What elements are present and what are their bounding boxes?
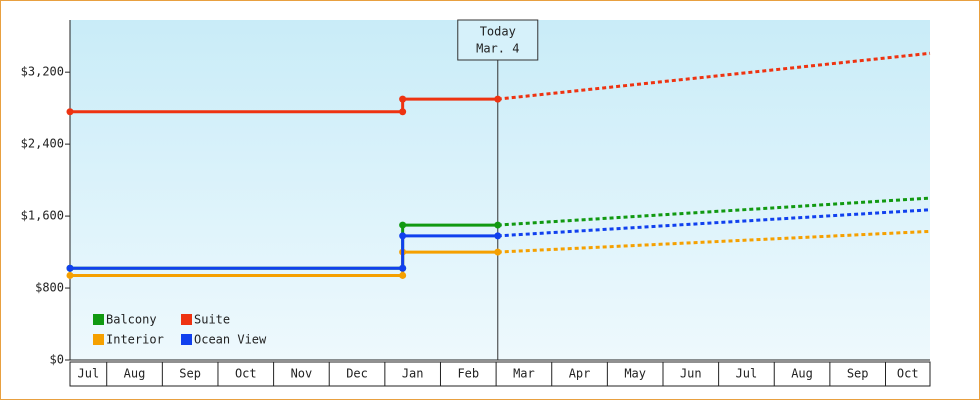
forecast-line [497, 51, 931, 101]
legend-swatch [181, 314, 192, 325]
data-point [66, 108, 74, 116]
data-point [399, 264, 407, 272]
data-point [66, 264, 74, 272]
x-tick-label: Sep [179, 367, 201, 381]
data-point [399, 95, 407, 103]
series-line [70, 234, 498, 270]
data-point [66, 271, 74, 279]
legend-swatch [93, 314, 104, 325]
y-tick-label: $1,600 [21, 209, 64, 223]
data-point [494, 221, 502, 229]
x-tick-label: Oct [235, 367, 257, 381]
x-tick-label: May [624, 367, 646, 381]
y-tick-label: $0 [50, 353, 64, 367]
data-point [494, 248, 502, 256]
legend-label: Interior [106, 333, 164, 347]
forecast-line [497, 208, 931, 238]
series-line [70, 97, 498, 114]
month-row [69, 361, 931, 387]
plot-area [70, 20, 930, 360]
y-tick-label: $3,200 [21, 65, 64, 79]
x-tick-label: Oct [897, 367, 919, 381]
x-tick-label: Dec [346, 367, 368, 381]
data-point [494, 95, 502, 103]
x-tick-label: Apr [569, 367, 591, 381]
y-tick-label: $800 [35, 281, 64, 295]
forecast-line [497, 229, 931, 254]
data-point [399, 108, 407, 116]
forecast-line [497, 196, 931, 227]
legend-label: Suite [194, 313, 230, 327]
x-tick-label: Jul [736, 367, 758, 381]
legend-swatch [181, 334, 192, 345]
today-label: Mar. 4 [476, 42, 519, 56]
x-tick-label: Jun [680, 367, 702, 381]
x-tick-label: Jul [78, 367, 100, 381]
x-tick-label: Aug [124, 367, 146, 381]
legend-swatch [93, 334, 104, 345]
y-tick-label: $2,400 [21, 137, 64, 151]
x-tick-label: Feb [457, 367, 479, 381]
x-tick-label: Sep [847, 367, 869, 381]
legend-label: Balcony [106, 313, 157, 327]
data-point [494, 232, 502, 240]
x-tick-label: Jan [402, 367, 424, 381]
data-point [399, 232, 407, 240]
x-tick-label: Nov [291, 367, 313, 381]
today-label: Today [480, 25, 516, 39]
legend-label: Ocean View [194, 333, 267, 347]
data-point [399, 221, 407, 229]
x-tick-label: Mar [513, 367, 535, 381]
x-tick-label: Aug [791, 367, 813, 381]
data-point [399, 271, 407, 279]
today-box [457, 19, 539, 61]
